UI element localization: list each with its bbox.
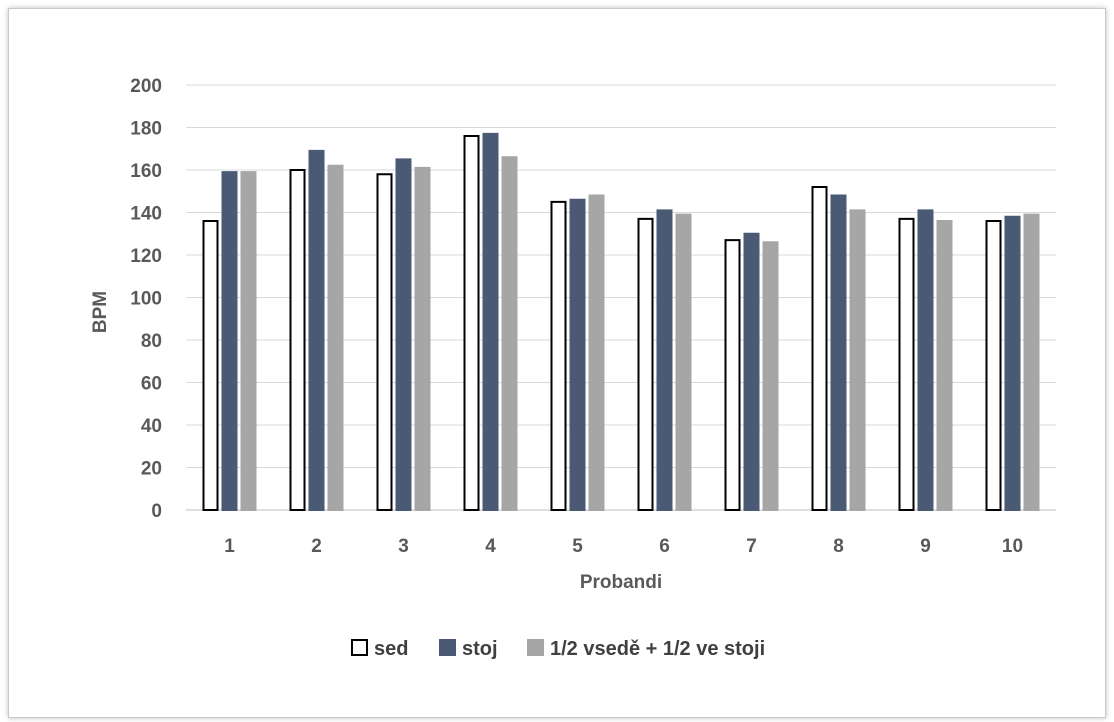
y-tick-label: 0 xyxy=(151,501,162,522)
x-tick-label: 3 xyxy=(398,536,409,557)
x-tick-label: 5 xyxy=(572,536,583,557)
bar-sed-2 xyxy=(289,169,306,511)
x-tick-label: 1 xyxy=(224,536,235,557)
y-axis-ticks: 0 20 40 60 80 100 120 140 160 180 200 xyxy=(130,76,162,522)
bar-sed-3 xyxy=(376,173,393,511)
bar-half-half-3 xyxy=(414,166,431,511)
bar-sed-6 xyxy=(637,217,654,511)
y-tick-label: 80 xyxy=(141,331,162,352)
bar-stoj-10 xyxy=(1004,215,1021,511)
y-tick-label: 140 xyxy=(130,204,162,225)
legend-label: 1/2 vsedě + 1/2 ve stoji xyxy=(550,638,765,660)
y-tick-label: 180 xyxy=(130,119,162,140)
bar-half-half-5 xyxy=(588,194,605,511)
bar-half-half-7 xyxy=(762,241,779,511)
bar-sed-7 xyxy=(724,239,741,511)
bar-stoj-8 xyxy=(830,194,847,511)
bar-half-half-8 xyxy=(849,209,866,511)
bar-sed-8 xyxy=(811,186,828,511)
bar-stoj-5 xyxy=(569,198,586,511)
bar-half-half-2 xyxy=(327,164,344,511)
x-tick-label: 2 xyxy=(311,536,322,557)
bar-stoj-2 xyxy=(308,149,325,511)
legend-swatch xyxy=(439,639,456,656)
y-axis-title: BPM xyxy=(90,291,111,333)
bar-half-half-10 xyxy=(1023,213,1040,511)
y-tick-label: 160 xyxy=(130,161,162,182)
y-tick-label: 20 xyxy=(141,459,162,480)
bar-sed-4 xyxy=(463,135,480,511)
bar-stoj-7 xyxy=(743,232,760,511)
legend: sed stoj 1/2 vsedě + 1/2 ve stoji xyxy=(351,638,765,660)
x-axis-ticks: 1 2 3 4 5 6 7 8 9 10 xyxy=(224,536,1023,557)
bar-stoj-1 xyxy=(221,171,238,511)
bar-stoj-9 xyxy=(917,209,934,511)
x-tick-label: 4 xyxy=(485,536,496,557)
bar-half-half-4 xyxy=(501,156,518,511)
x-tick-label: 7 xyxy=(746,536,757,557)
bar-sed-1 xyxy=(202,220,219,511)
bar-stoj-3 xyxy=(395,158,412,511)
bar-stoj-6 xyxy=(656,209,673,511)
bars xyxy=(202,132,1040,511)
y-tick-label: 60 xyxy=(141,374,162,395)
bar-sed-9 xyxy=(898,217,915,511)
bar-stoj-4 xyxy=(482,132,499,511)
x-tick-label: 6 xyxy=(659,536,670,557)
x-tick-label: 8 xyxy=(833,536,844,557)
legend-swatch xyxy=(351,639,368,656)
y-tick-label: 120 xyxy=(130,246,162,267)
bar-half-half-1 xyxy=(240,171,257,511)
x-axis-title: Probandi xyxy=(580,572,662,593)
legend-swatch xyxy=(527,639,544,656)
legend-label: sed xyxy=(374,638,408,660)
y-tick-label: 200 xyxy=(130,76,162,97)
bar-sed-5 xyxy=(550,200,567,511)
bar-half-half-6 xyxy=(675,213,692,511)
x-tick-label: 10 xyxy=(1002,536,1023,557)
y-tick-label: 100 xyxy=(130,289,162,310)
x-tick-label: 9 xyxy=(920,536,931,557)
y-tick-label: 40 xyxy=(141,416,162,437)
legend-label: stoj xyxy=(462,638,498,660)
bar-half-half-9 xyxy=(936,220,953,511)
bar-sed-10 xyxy=(985,220,1002,511)
